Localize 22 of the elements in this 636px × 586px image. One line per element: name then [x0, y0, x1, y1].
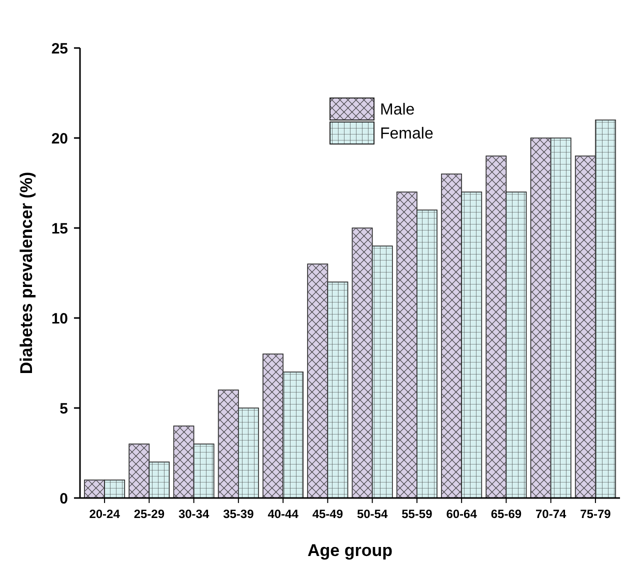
x-tick-label: 75-79: [580, 507, 612, 521]
y-tick-label: 25: [51, 40, 68, 58]
x-tick-label: 35-39: [223, 507, 254, 521]
y-tick-label: 5: [60, 400, 68, 418]
x-axis-title: Age group: [308, 541, 392, 560]
y-axis-title: Diabetes prevalencer (%): [17, 172, 36, 374]
y-tick-label: 15: [51, 220, 68, 238]
y-tick-label: 0: [60, 490, 68, 508]
x-tick-label: 55-59: [402, 507, 433, 521]
y-tick-label: 20: [51, 130, 68, 148]
x-tick-label: 60-64: [446, 507, 478, 521]
x-tick-label: 30-34: [178, 507, 210, 521]
x-tick-label: 40-44: [268, 507, 299, 521]
x-tick-label: 50-54: [356, 507, 388, 521]
x-tick-label: 25-29: [134, 507, 165, 521]
x-tick-label: 65-69: [490, 507, 522, 521]
x-tick-label: 45-49: [312, 507, 344, 521]
legend-label: Male: [380, 102, 415, 119]
x-tick-label: 20-24: [89, 507, 120, 521]
y-tick-label: 10: [51, 310, 68, 328]
legend-label: Female: [380, 126, 434, 143]
x-tick-label: 70-74: [535, 507, 566, 521]
